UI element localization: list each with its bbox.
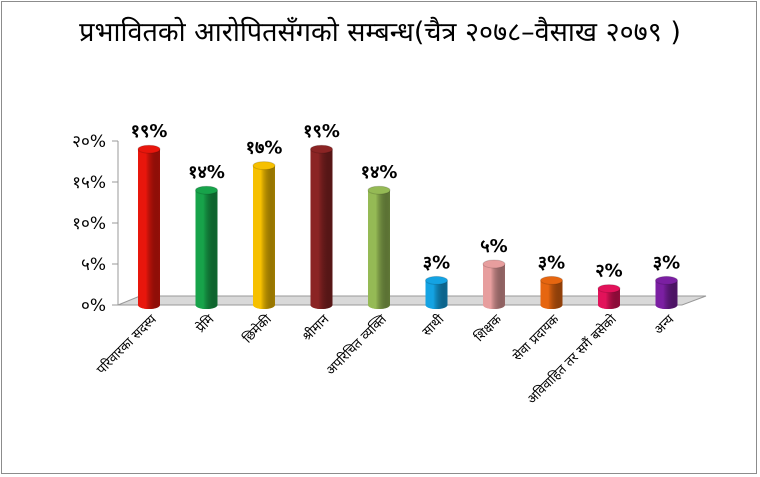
bar-2 <box>195 185 218 309</box>
bar-7 <box>482 259 506 309</box>
y-axis: ०% ५% १०% १५% २०% <box>72 132 119 316</box>
bar-shade <box>655 280 678 309</box>
category-label: अन्य <box>652 312 678 338</box>
category-label: परिवारका सदस्य <box>94 311 161 378</box>
bars <box>137 144 678 309</box>
bar-top <box>597 284 621 294</box>
data-label: १९% <box>131 121 168 142</box>
bar-top <box>367 185 391 195</box>
category-label: सेवा प्रदायक <box>509 311 563 365</box>
y-tick-label: ०% <box>81 296 106 316</box>
bar-shade <box>138 149 160 309</box>
category-label: साथी <box>419 311 448 340</box>
bar-9 <box>597 284 621 309</box>
category-label: श्रीमान <box>299 311 333 345</box>
bar-shade <box>368 190 390 309</box>
data-label: १७% <box>246 138 283 159</box>
bar-top <box>310 144 333 154</box>
bar-5 <box>367 185 391 309</box>
bar-top <box>252 161 276 171</box>
bar-3 <box>252 161 276 309</box>
bar-shade <box>483 264 505 309</box>
category-labels: परिवारका सदस्य प्रेमि छिमेकी श्रीमानअपरिचित… <box>94 311 678 408</box>
bar-top <box>540 275 563 285</box>
bar-1 <box>137 144 161 309</box>
bar-top <box>655 275 678 285</box>
bar-top <box>137 144 161 154</box>
y-tick-label: १०% <box>72 214 106 234</box>
data-label: २% <box>595 261 622 282</box>
bar-shade <box>253 165 275 309</box>
y-tick-label: ५% <box>81 255 106 275</box>
bar-top <box>482 259 506 269</box>
category-label: प्रेमि <box>193 311 218 336</box>
data-label: ५% <box>480 236 507 257</box>
data-label: १४% <box>188 162 225 183</box>
bar-shade <box>598 288 620 309</box>
bar-6 <box>425 275 448 309</box>
bar-top <box>425 275 448 285</box>
y-tick-label: १५% <box>72 173 106 193</box>
data-label: ३% <box>653 252 680 273</box>
bar-4 <box>310 144 333 309</box>
bar-shade <box>195 190 218 309</box>
data-label: १४% <box>361 162 398 183</box>
category-label: अपरिचित व्यक्ति <box>323 311 391 379</box>
bar-10 <box>655 275 678 309</box>
chart-title: प्रभावितको आरोपितसँगको सम्बन्ध(चैत्र २०७… <box>79 17 681 48</box>
data-label: १९% <box>303 121 340 142</box>
data-labels: १९% १४% १७% १९% १४% ३% ५% ३% २% ३% <box>131 121 681 281</box>
y-tick-label: २०% <box>72 132 106 152</box>
category-label: शिक्षक <box>471 311 505 345</box>
bar-shade <box>425 280 448 309</box>
data-label: ३% <box>538 252 565 273</box>
category-label: छिमेकी <box>240 311 276 347</box>
bar-top <box>195 185 218 195</box>
data-label: ३% <box>423 252 450 273</box>
bar-8 <box>540 275 563 309</box>
bar-shade <box>310 149 333 309</box>
bar-shade <box>540 280 563 309</box>
